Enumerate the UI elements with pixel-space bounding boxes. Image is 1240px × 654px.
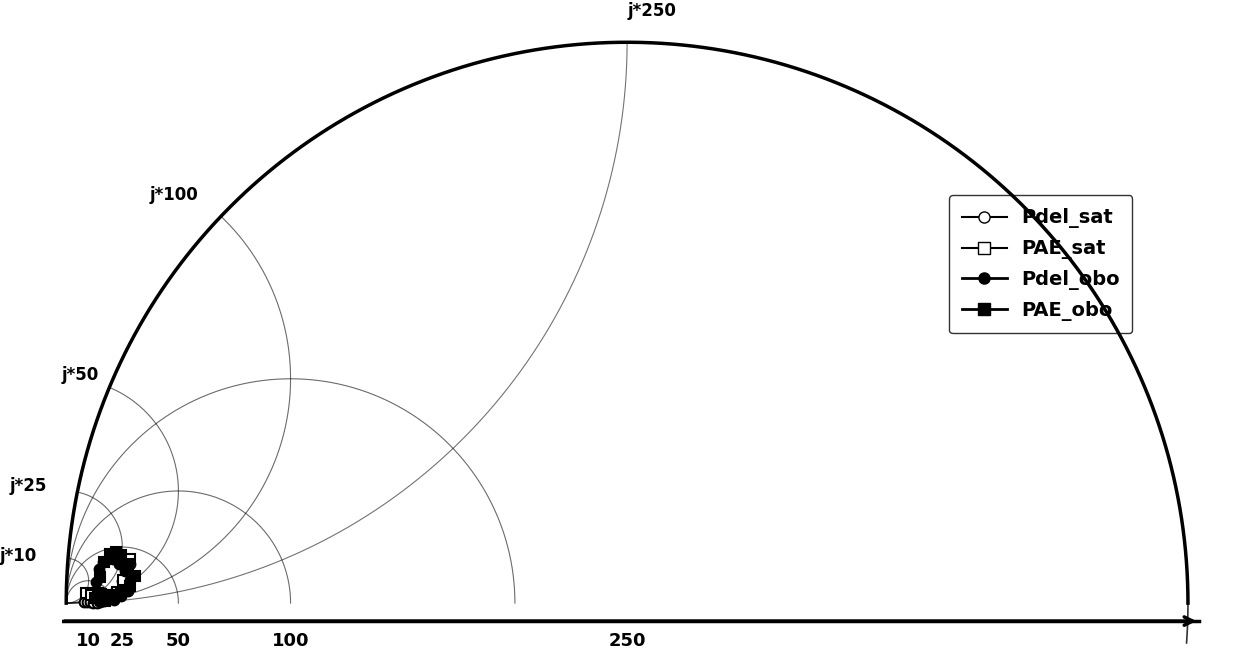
Pdel_obo <box>91 594 105 602</box>
Line: Pdel_obo: Pdel_obo <box>91 555 135 604</box>
Pdel_sat <box>115 577 130 585</box>
PAE_obo <box>93 574 108 581</box>
PAE_obo <box>103 550 118 558</box>
Pdel_obo <box>100 555 115 563</box>
Line: PAE_obo: PAE_obo <box>93 547 140 600</box>
Pdel_obo <box>88 594 103 602</box>
Text: j*50: j*50 <box>62 366 99 385</box>
Pdel_sat <box>77 598 92 606</box>
Text: 25: 25 <box>110 632 135 650</box>
PAE_obo <box>114 589 129 597</box>
Pdel_sat <box>123 560 138 568</box>
Pdel_obo <box>120 587 135 594</box>
Pdel_sat <box>86 599 100 607</box>
Text: j*25: j*25 <box>9 477 47 495</box>
Pdel_sat <box>82 598 97 606</box>
Pdel_obo <box>95 558 110 566</box>
PAE_obo <box>99 591 114 599</box>
Text: j*250: j*250 <box>627 2 676 20</box>
PAE_sat <box>104 595 119 603</box>
Pdel_obo <box>114 593 129 600</box>
Pdel_sat <box>97 597 112 605</box>
Pdel_obo <box>92 566 107 574</box>
Line: PAE_sat: PAE_sat <box>82 555 135 606</box>
PAE_sat <box>123 555 138 563</box>
PAE_sat <box>109 588 124 596</box>
Pdel_obo <box>105 555 120 563</box>
Text: 100: 100 <box>272 632 309 650</box>
Pdel_obo <box>88 594 103 602</box>
PAE_sat <box>88 594 103 602</box>
PAE_obo <box>128 572 143 580</box>
PAE_sat <box>79 589 94 597</box>
PAE_obo <box>114 551 129 559</box>
Pdel_obo <box>112 560 126 568</box>
Pdel_obo <box>107 596 122 604</box>
PAE_obo <box>108 547 123 555</box>
Pdel_sat <box>108 588 123 596</box>
Legend: Pdel_sat, PAE_sat, Pdel_obo, PAE_obo: Pdel_sat, PAE_sat, Pdel_obo, PAE_obo <box>949 196 1132 333</box>
Pdel_obo <box>99 596 114 604</box>
Pdel_sat <box>79 598 94 606</box>
PAE_obo <box>97 558 112 566</box>
Text: j*10: j*10 <box>0 547 37 565</box>
PAE_sat <box>98 597 113 605</box>
Text: 50: 50 <box>166 632 191 650</box>
PAE_obo <box>91 589 105 597</box>
Pdel_sat <box>93 598 108 606</box>
PAE_sat <box>83 591 98 599</box>
Text: 10: 10 <box>76 632 102 650</box>
Pdel_obo <box>88 578 103 586</box>
PAE_sat <box>117 576 131 583</box>
PAE_obo <box>93 590 108 598</box>
Line: Pdel_sat: Pdel_sat <box>79 559 135 608</box>
Pdel_obo <box>117 566 131 574</box>
Text: j*100: j*100 <box>150 186 198 203</box>
PAE_sat <box>93 596 108 604</box>
PAE_obo <box>105 591 120 599</box>
Pdel_obo <box>123 576 138 583</box>
Pdel_sat <box>103 594 118 602</box>
PAE_obo <box>120 560 135 568</box>
PAE_obo <box>91 589 105 597</box>
Pdel_sat <box>89 599 104 607</box>
Text: 250: 250 <box>609 632 646 650</box>
PAE_obo <box>123 582 138 590</box>
Pdel_obo <box>93 594 108 602</box>
